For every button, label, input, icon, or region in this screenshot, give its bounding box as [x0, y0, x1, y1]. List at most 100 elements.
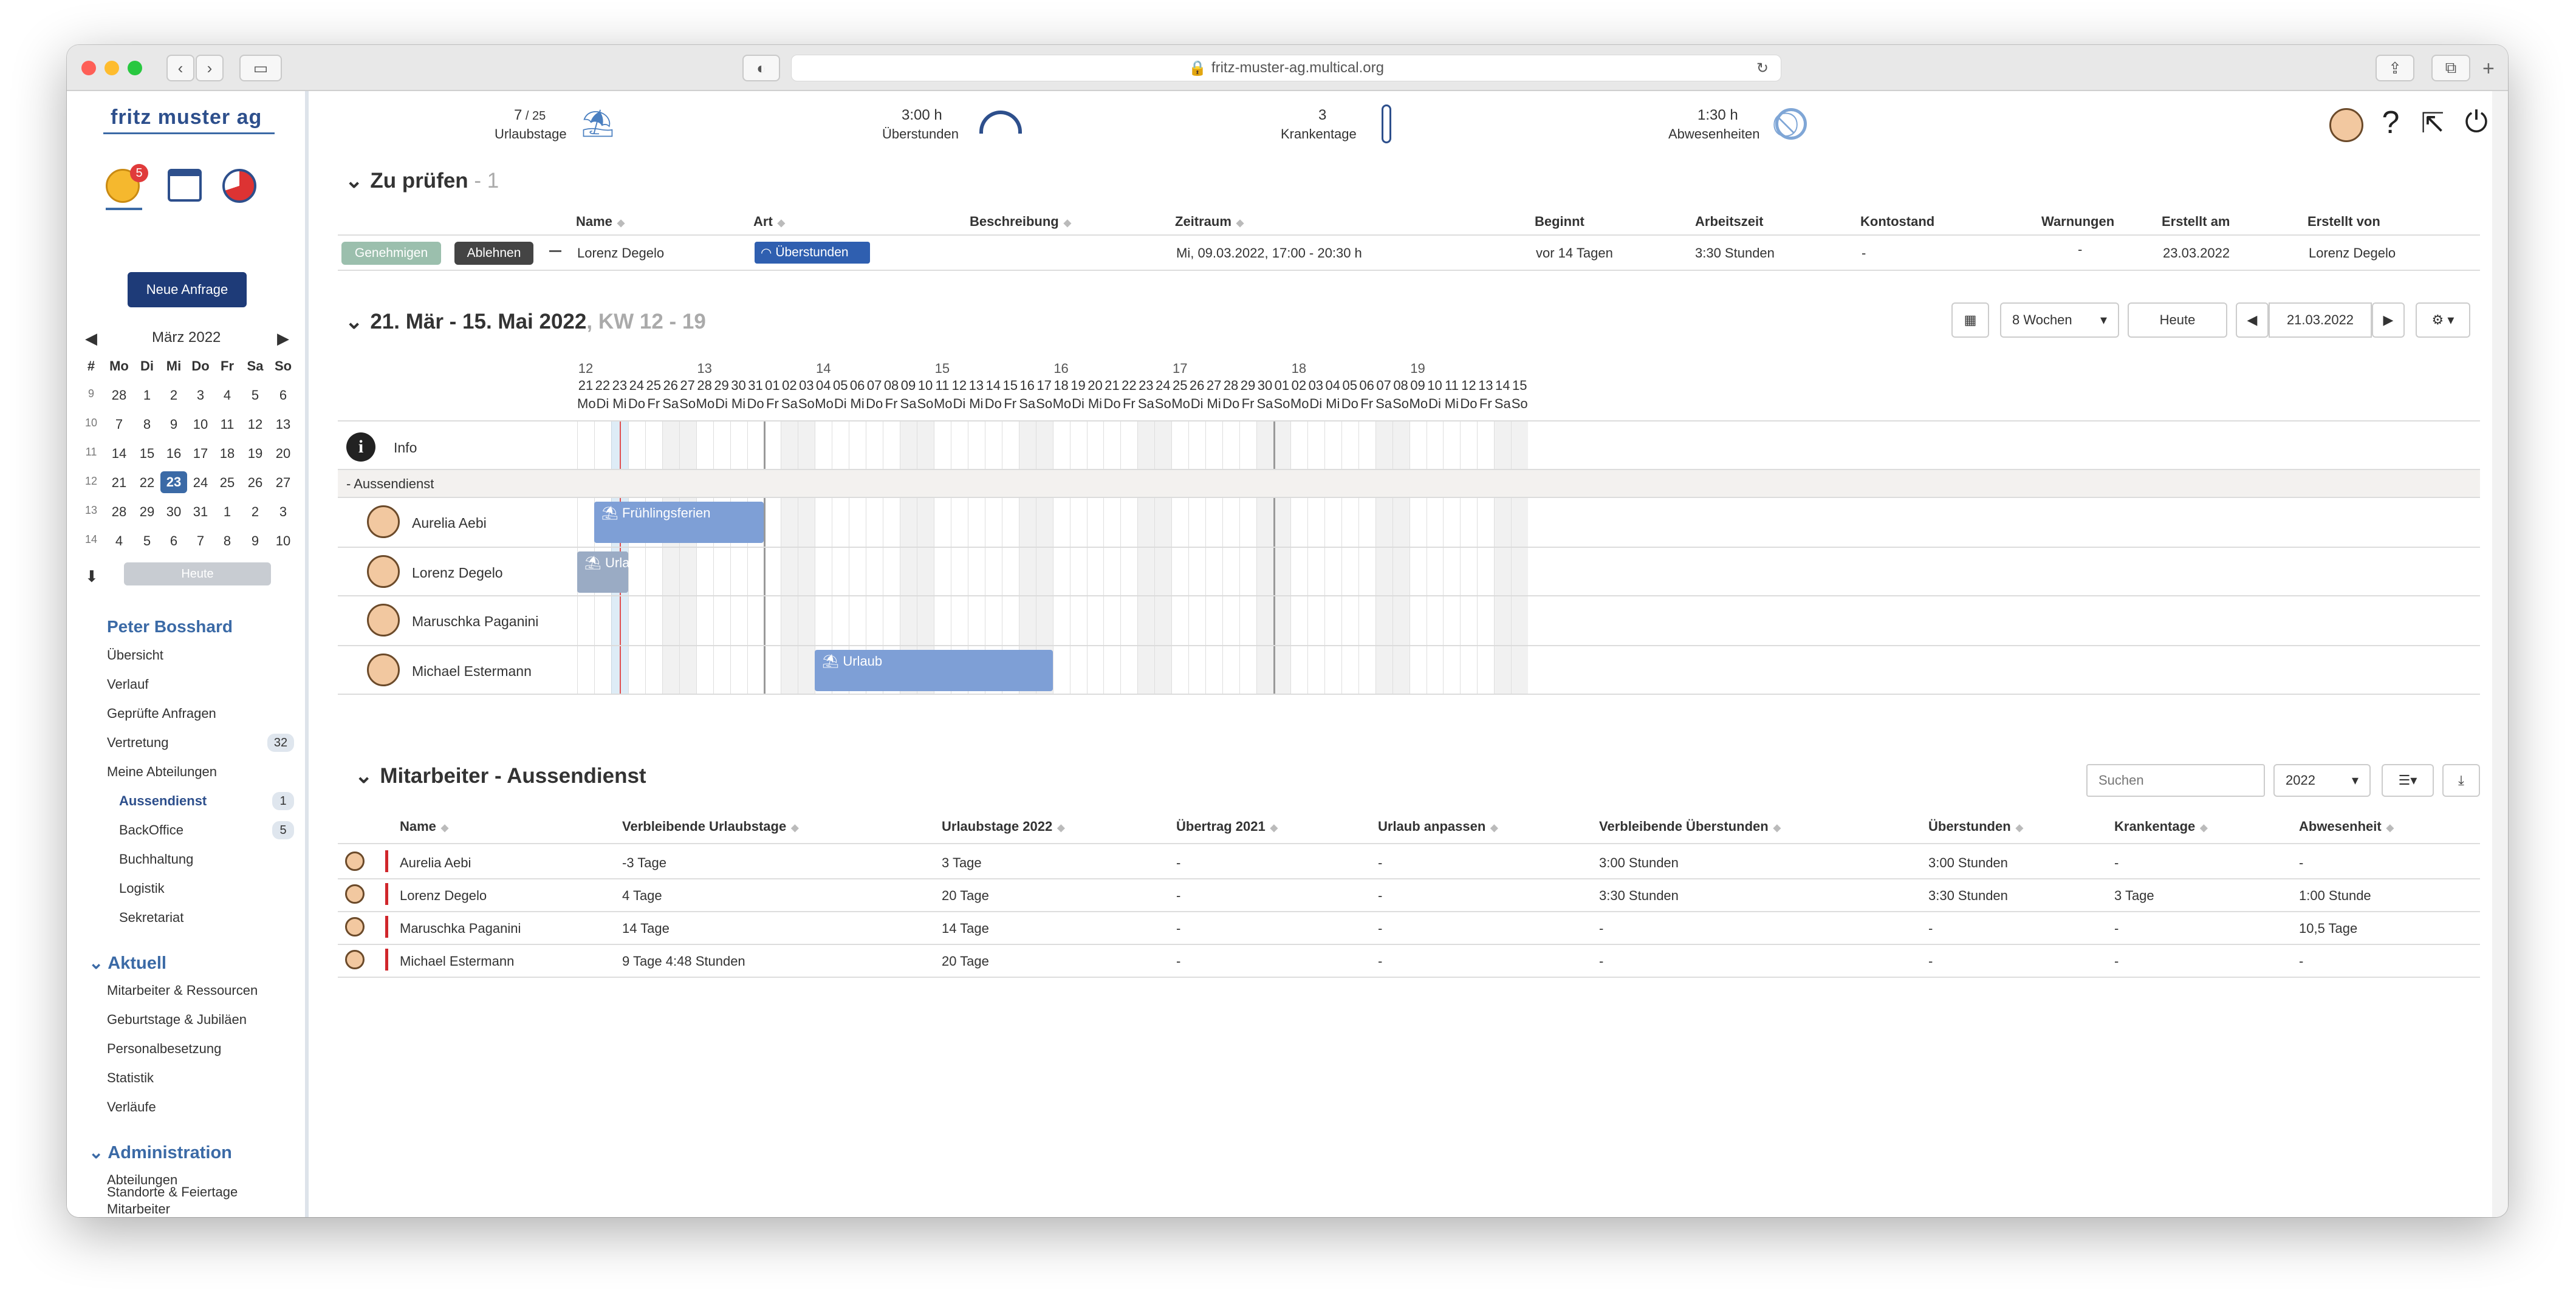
calendar-day[interactable]: 2 [170, 387, 178, 403]
nav-my-departments[interactable]: Meine Abteilungen [107, 764, 218, 779]
employee-col-header[interactable]: Verbleibende Überstunden ◆ [1599, 819, 1781, 834]
calendar-day[interactable]: 22 [139, 475, 155, 490]
employee-col-header[interactable]: Verbleibende Urlaubstage ◆ [622, 819, 799, 834]
employee-col-header[interactable]: Abwesenheit ◆ [2299, 819, 2394, 834]
review-section[interactable]: ⌄ Zu prüfen - 1 [345, 169, 499, 193]
nav-locations-holidays[interactable]: Standorte & Feiertage [107, 1184, 238, 1200]
calendar-day[interactable]: 20 [275, 446, 291, 461]
calendar-day[interactable]: 24 [193, 475, 208, 490]
sidebar-toggle-icon[interactable]: ▭ [239, 55, 282, 81]
review-col-description[interactable]: Beschreibung ◆ [970, 214, 1072, 229]
calendar-today-button[interactable]: Heute [124, 562, 271, 585]
nav-reviewed-requests[interactable]: Geprüfte Anfragen [107, 706, 216, 721]
approve-button[interactable]: Genehmigen [341, 242, 441, 265]
address-bar[interactable]: 🔒 fritz-muster-ag.multical.org ↻ [791, 55, 1781, 81]
employee-col-header[interactable]: Übertrag 2021 ◆ [1176, 819, 1278, 834]
calendar-day[interactable]: 30 [166, 504, 182, 519]
timeline-section[interactable]: ⌄ 21. Mär - 15. Mai 2022, KW 12 - 19 [345, 310, 706, 334]
timeline-date-input[interactable]: 21.03.2022 [2269, 302, 2372, 338]
range-select[interactable]: 8 Wochen ▾ [2000, 302, 2119, 338]
nav-employees-resources[interactable]: Mitarbeiter & Ressourcen [107, 983, 258, 998]
page-scrollbar[interactable] [2492, 91, 2508, 1217]
new-request-button[interactable]: Neue Anfrage [128, 272, 247, 307]
calendar-day[interactable]: 6 [279, 387, 287, 403]
employee-search-input[interactable] [2086, 764, 2265, 797]
tabs-icon[interactable]: ⧉ [2431, 55, 2470, 81]
nav-birthdays[interactable]: Geburtstage & Jubiläen [107, 1012, 247, 1027]
company-logo[interactable]: fritz muster ag [111, 106, 262, 129]
calendar-day[interactable]: 8 [223, 533, 231, 548]
new-tab-icon[interactable]: + [2482, 57, 2495, 80]
export-icon[interactable]: ⇱ [2420, 107, 2445, 138]
nav-employees[interactable]: Mitarbeiter [107, 1201, 170, 1217]
calendar-day[interactable]: 14 [111, 446, 127, 461]
dept-buchhaltung[interactable]: Buchhaltung [119, 851, 194, 867]
employee-name[interactable]: Michael Estermann [412, 663, 532, 679]
group-label[interactable]: - Aussendienst [346, 476, 434, 491]
calendar-day[interactable]: 25 [219, 475, 235, 490]
calendar-day[interactable]: 7 [196, 533, 205, 548]
year-select[interactable]: 2022 ▾ [2273, 764, 2371, 797]
absence-event[interactable]: ⛱ Urlaub [815, 650, 1053, 691]
dept-sekretariat[interactable]: Sekretariat [119, 910, 184, 925]
user-name[interactable]: Peter Bosshard [107, 617, 233, 636]
employee-col-header[interactable]: Name ◆ [400, 819, 448, 834]
nav-histories[interactable]: Verläufe [107, 1099, 156, 1114]
calendar-day[interactable]: 17 [193, 446, 208, 461]
calendar-day[interactable]: 10 [193, 417, 208, 432]
nav-departments[interactable]: Abteilungen [107, 1172, 178, 1187]
minimize-window-button[interactable] [104, 61, 119, 75]
nav-staffing[interactable]: Personalbesetzung [107, 1041, 222, 1056]
calendar-day[interactable]: 1 [143, 387, 151, 403]
reload-icon[interactable]: ↻ [1756, 60, 1769, 77]
employee-col-header[interactable]: Urlaubstage 2022 ◆ [942, 819, 1065, 834]
calendar-day[interactable]: 15 [139, 446, 155, 461]
zoom-window-button[interactable] [128, 61, 142, 75]
employee-name[interactable]: Aurelia Aebi [412, 515, 487, 531]
calendar-day[interactable]: 27 [275, 475, 291, 490]
timeline-prev-icon[interactable]: ◀ [2236, 302, 2269, 338]
nav-statistics[interactable]: Statistik [107, 1070, 154, 1085]
calendar-day-today[interactable]: 23 [160, 471, 187, 493]
calendar-day[interactable]: 10 [275, 533, 291, 548]
reject-button[interactable]: Ablehnen [454, 242, 533, 265]
settings-gear-icon[interactable]: ⚙ ▾ [2416, 302, 2470, 338]
calendar-day[interactable]: 2 [251, 504, 259, 519]
share-icon[interactable]: ⇪ [2376, 55, 2414, 81]
calendar-day[interactable]: 28 [111, 504, 127, 519]
forward-icon[interactable]: › [196, 55, 224, 81]
timeline-today-button[interactable]: Heute [2128, 302, 2227, 338]
calendar-day[interactable]: 8 [143, 417, 151, 432]
column-toggle-icon[interactable]: ☰▾ [2382, 764, 2434, 797]
help-icon[interactable]: ? [2382, 105, 2400, 140]
nav-history[interactable]: Verlauf [107, 677, 149, 692]
calendar-day[interactable]: 31 [193, 504, 208, 519]
dept-backoffice[interactable]: BackOffice [119, 822, 183, 838]
calendar-day[interactable]: 9 [170, 417, 178, 432]
dept-logistik[interactable]: Logistik [119, 881, 165, 896]
review-col-period[interactable]: Zeitraum ◆ [1175, 214, 1244, 229]
calendar-day[interactable]: 18 [219, 446, 235, 461]
timeline-next-icon[interactable]: ▶ [2372, 302, 2405, 338]
employee-name[interactable]: Maruschka Paganini [412, 613, 539, 629]
calendar-day[interactable]: 4 [115, 533, 123, 548]
calendar-day[interactable]: 13 [275, 417, 291, 432]
back-icon[interactable]: ‹ [166, 55, 194, 81]
employee-name[interactable]: Lorenz Degelo [412, 565, 503, 581]
collapse-icon[interactable] [549, 250, 561, 252]
employee-name[interactable]: Lorenz Degelo [400, 888, 487, 903]
calendar-day[interactable]: 29 [139, 504, 155, 519]
close-window-button[interactable] [81, 61, 96, 75]
employee-name[interactable]: Maruschka Paganini [400, 921, 521, 936]
employee-col-header[interactable]: Überstunden ◆ [1928, 819, 2023, 834]
review-col-name[interactable]: Name ◆ [576, 214, 625, 229]
info-icon[interactable]: i [346, 432, 375, 462]
calendar-day[interactable]: 9 [251, 533, 259, 548]
employee-col-header[interactable]: Krankentage ◆ [2114, 819, 2208, 834]
nav-overview[interactable]: Übersicht [107, 647, 163, 663]
employee-col-header[interactable]: Urlaub anpassen ◆ [1378, 819, 1498, 834]
user-avatar[interactable] [2329, 108, 2363, 142]
section-administration[interactable]: ⌄ Administration [89, 1142, 232, 1163]
next-month-icon[interactable]: ▶ [277, 329, 289, 347]
calendar-day[interactable]: 7 [115, 417, 123, 432]
